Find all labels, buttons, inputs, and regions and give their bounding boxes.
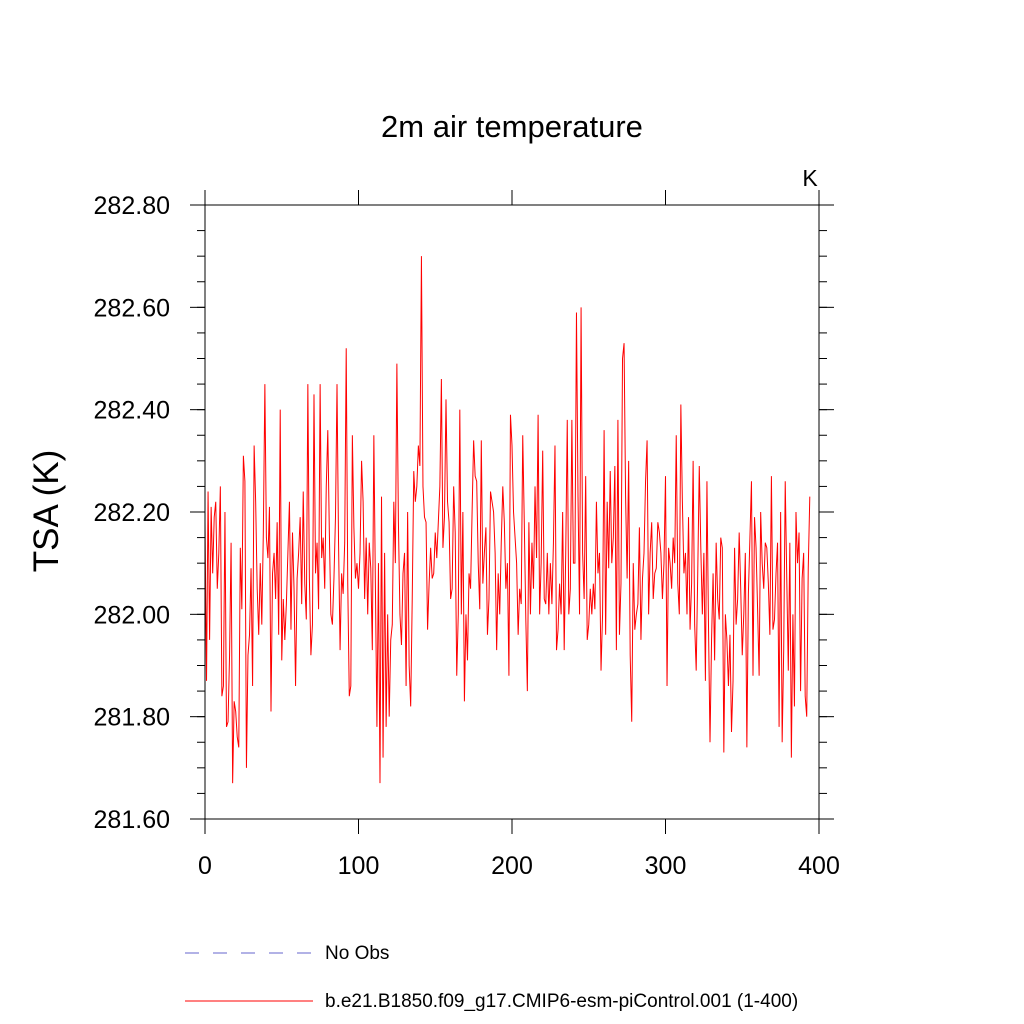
legend-series-label: b.e21.B1850.f09_g17.CMIP6-esm-piControl.… [325,991,798,1012]
plot-frame [204,204,820,820]
y-tick-label: 282.60 [94,294,170,322]
y-tick-label: 281.60 [94,806,170,834]
x-tick-label: 100 [338,852,380,880]
x-tick-label: 200 [491,852,533,880]
plot-lines [204,256,811,784]
y-axis-label: TSA (K) [27,450,66,573]
x-tick-label: 0 [198,852,212,880]
legend: No Obs b.e21.B1850.f09_g17.CMIP6-esm-piC… [185,943,798,1012]
chart-title: 2m air temperature [381,109,643,144]
y-tick-label: 282.40 [94,397,170,425]
axis-tick-labels: 0 100 200 300 400 281.60 281.80 282.00 282.20 282… [94,192,840,880]
y-tick-label: 281.80 [94,704,170,732]
y-tick-label: 282.20 [94,499,170,527]
x-tick-label: 300 [645,852,687,880]
y-tick-label: 282.00 [94,601,170,629]
x-tick-label: 400 [798,852,840,880]
units-label: K [802,165,818,191]
legend-obs-label: No Obs [325,943,389,964]
axis-ticks [190,190,834,834]
y-tick-label: 282.80 [94,192,170,220]
series-line-0 [204,256,811,784]
